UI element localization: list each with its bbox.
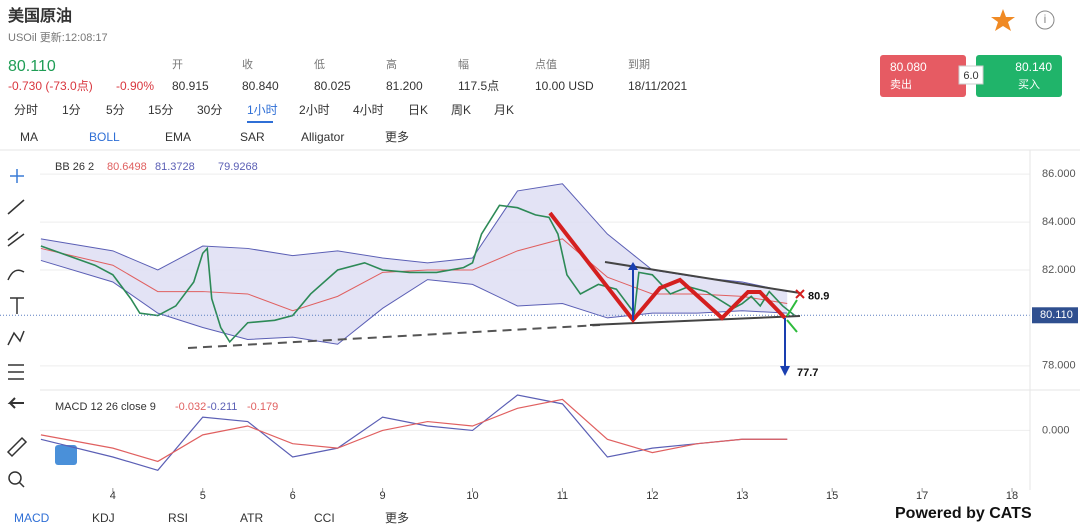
buy-button[interactable] xyxy=(976,55,1062,97)
field-label: 点值 xyxy=(535,58,557,71)
field-value: 80.915 xyxy=(172,79,209,93)
spread: 6.0 xyxy=(963,70,978,82)
band-lower xyxy=(40,259,788,345)
title: 美国原油 xyxy=(8,6,72,25)
x-tick-label: 4 xyxy=(110,490,116,502)
spread-box xyxy=(958,65,984,85)
legend-name: BB 26 2 xyxy=(55,161,94,173)
subtitle: USOil 更新:12:08:17 xyxy=(8,30,108,44)
bottom-tab[interactable]: ATR xyxy=(240,511,263,525)
legend-value: 81.3728 xyxy=(155,161,195,173)
field-label: 低 xyxy=(314,58,325,71)
timeframe-tab[interactable]: 30分 xyxy=(197,103,222,117)
x-tick-label: 13 xyxy=(736,490,748,502)
x-tick-label: 11 xyxy=(557,490,568,502)
indicator-tab[interactable]: SAR xyxy=(240,130,265,144)
field-value: 18/11/2021 xyxy=(628,79,687,93)
annotation: 77.7 xyxy=(797,367,818,379)
y-tick-label: 0.000 xyxy=(1042,424,1070,436)
drawings xyxy=(187,211,805,376)
x-tick-label: 18 xyxy=(1006,490,1018,502)
field-label: 幅 xyxy=(458,58,469,71)
indicator-tab[interactable]: BOLL xyxy=(89,130,120,144)
timeframe-tab[interactable]: 1分 xyxy=(62,103,81,117)
timeframe-tab[interactable]: 2小时 xyxy=(299,103,330,117)
y-tick-label: 86.000 xyxy=(1042,168,1076,180)
field-value: 81.200 xyxy=(386,79,423,93)
field-label: 到期 xyxy=(628,58,650,71)
bottom-tab[interactable]: CCI xyxy=(314,511,335,525)
left-toolbar xyxy=(6,169,28,488)
field-value: 10.00 USD xyxy=(535,79,594,93)
macd-line xyxy=(40,394,788,471)
y-tick-label: 84.000 xyxy=(1042,216,1076,228)
timeframe-tab[interactable]: 4小时 xyxy=(353,103,384,117)
bottom-tab[interactable]: 更多 xyxy=(385,511,409,525)
change-pct: -0.90% xyxy=(116,79,154,93)
x-tick-label: 17 xyxy=(916,490,928,502)
x-tick-label: 5 xyxy=(200,490,206,502)
bottom-tab[interactable]: MACD xyxy=(14,511,50,525)
sell-label: 卖出 xyxy=(890,77,912,91)
last-price-box xyxy=(1032,307,1078,324)
y-tick-label: 78.000 xyxy=(1042,360,1076,372)
bottom-tab[interactable]: KDJ xyxy=(92,511,115,525)
legend-name: MACD 12 26 close 9 xyxy=(55,401,156,413)
field-label: 收 xyxy=(242,57,253,71)
bottom-tab[interactable]: RSI xyxy=(168,511,188,525)
sell-button[interactable] xyxy=(880,55,966,97)
timeframe-tab[interactable]: 1小时 xyxy=(247,103,278,117)
sell-price: 80.080 xyxy=(890,60,927,74)
timeframe-tab[interactable]: 15分 xyxy=(148,103,173,117)
x-tick-label: 15 xyxy=(826,490,838,502)
field-value: 117.5点 xyxy=(458,79,499,93)
legend-value: -0.211 xyxy=(207,401,237,413)
timeframe-tab[interactable]: 周K xyxy=(451,103,471,117)
field-value: 80.840 xyxy=(242,79,279,93)
field-value: 80.025 xyxy=(314,79,351,93)
indicator-tab[interactable]: MA xyxy=(20,130,38,144)
field-label: 开 xyxy=(172,59,183,71)
timeframe-tab[interactable]: 日K xyxy=(408,103,428,117)
timeframe-tab[interactable]: 月K xyxy=(494,103,514,117)
x-tick-label: 12 xyxy=(646,490,658,502)
macd-line xyxy=(40,398,788,463)
x-tick-label: 6 xyxy=(290,490,296,502)
y-tick-label: 82.000 xyxy=(1042,264,1076,276)
info-i: i xyxy=(1044,12,1047,26)
change: -0.730 (-73.0点) xyxy=(8,79,93,93)
price: 80.110 xyxy=(8,58,56,75)
last-price-label: 80.110 xyxy=(1040,309,1073,321)
timeframe-tab[interactable]: 分时 xyxy=(14,103,38,117)
legend-value: -0.032 xyxy=(175,401,206,413)
legend-value: -0.179 xyxy=(247,401,278,413)
indicator-tab[interactable]: 更多 xyxy=(385,130,409,144)
legend-value: 80.6498 xyxy=(107,161,147,173)
star-icon[interactable] xyxy=(991,9,1015,31)
annotation: 80.9 xyxy=(808,290,829,302)
indicator-tab[interactable]: EMA xyxy=(165,130,191,144)
x-tick-label: 10 xyxy=(466,490,478,502)
buy-label: 买入 xyxy=(1018,78,1040,91)
x-tick-label: 9 xyxy=(380,490,386,502)
band-fill xyxy=(40,183,788,345)
field-label: 高 xyxy=(386,57,397,71)
info-icon[interactable] xyxy=(1035,10,1055,30)
indicator-tab[interactable]: Alligator xyxy=(301,130,344,144)
logo xyxy=(55,445,77,465)
band-middle xyxy=(40,238,788,312)
legend-value: 79.9268 xyxy=(218,161,258,173)
buy-price: 80.140 xyxy=(1015,60,1052,74)
timeframe-tab[interactable]: 5分 xyxy=(106,103,125,117)
watermark: Powered by CATS xyxy=(895,505,1032,522)
